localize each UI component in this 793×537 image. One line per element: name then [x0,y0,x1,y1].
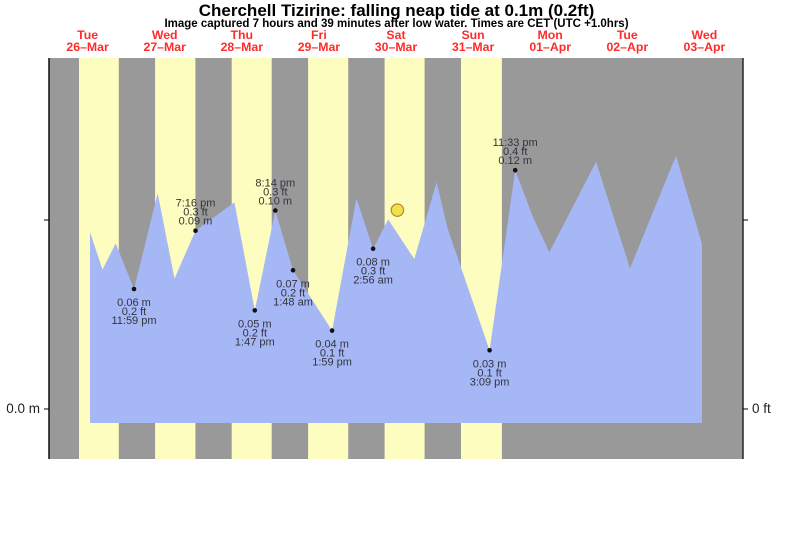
svg-text:11:59 pm: 11:59 pm [111,315,156,327]
svg-text:31–Mar: 31–Mar [452,40,495,54]
svg-text:0.0 m: 0.0 m [6,401,40,416]
svg-text:1:47 pm: 1:47 pm [235,336,275,348]
svg-text:0.09 m: 0.09 m [179,216,213,228]
svg-text:02–Apr: 02–Apr [606,40,648,54]
svg-text:3:09 pm: 3:09 pm [470,376,510,388]
svg-text:26–Mar: 26–Mar [66,40,109,54]
svg-text:01–Apr: 01–Apr [529,40,571,54]
svg-text:2:56 am: 2:56 am [353,275,393,287]
svg-text:1:48 am: 1:48 am [273,296,313,308]
svg-text:03–Apr: 03–Apr [684,40,726,54]
svg-text:29–Mar: 29–Mar [298,40,341,54]
svg-text:0 ft: 0 ft [752,401,771,416]
svg-text:30–Mar: 30–Mar [375,40,418,54]
svg-text:1:59 pm: 1:59 pm [312,357,352,369]
svg-text:0.12 m: 0.12 m [498,155,532,167]
svg-text:28–Mar: 28–Mar [221,40,264,54]
svg-text:0.10 m: 0.10 m [258,196,292,208]
svg-text:27–Mar: 27–Mar [144,40,187,54]
